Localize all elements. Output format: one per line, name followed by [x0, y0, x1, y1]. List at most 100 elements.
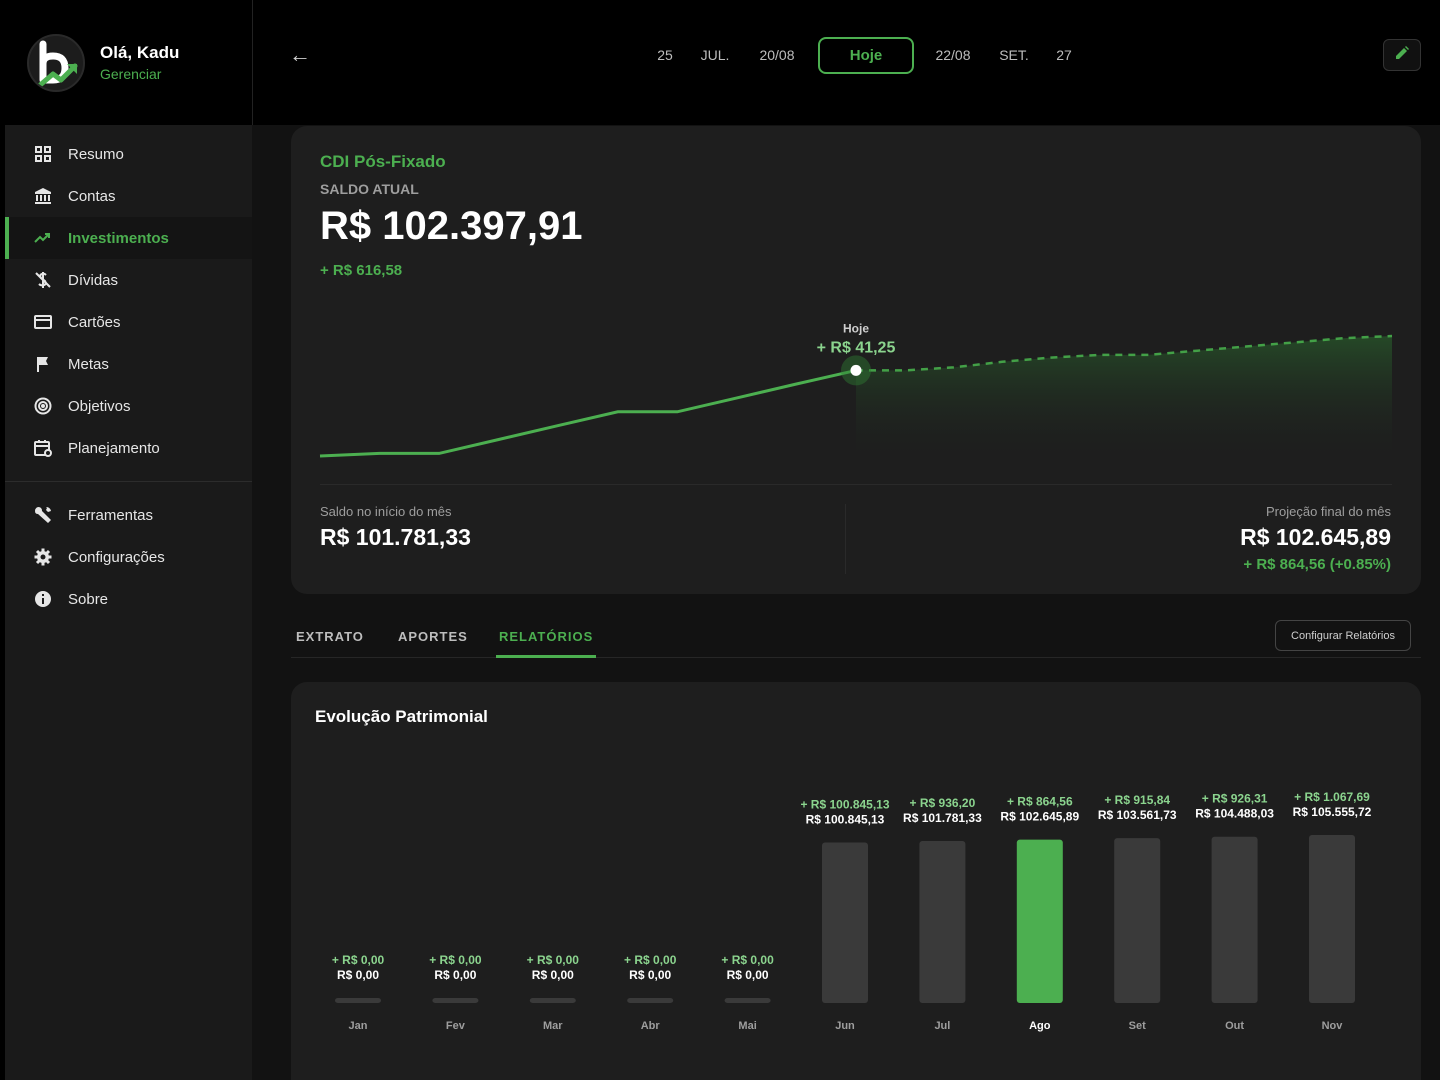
divider — [320, 484, 1392, 485]
trending-up-icon — [33, 228, 53, 248]
today-delta: + R$ 41,25 — [817, 339, 896, 356]
bar-ago — [1016, 839, 1063, 1003]
bar-mar — [529, 998, 576, 1003]
bar-delta-label: + R$ 0,00 — [624, 953, 677, 967]
sidebar-item-label: Cartões — [68, 313, 121, 331]
date-selector: 25 JUL. 20/08 Hoje 22/08 SET. 27 — [253, 37, 1440, 74]
bar-value-label: R$ 102.645,89 — [1000, 810, 1079, 824]
bar-value-label: R$ 0,00 — [434, 968, 476, 982]
date-item[interactable]: SET. — [999, 47, 1029, 63]
tab-extrato[interactable]: EXTRATO — [296, 629, 364, 644]
wrench-icon — [33, 505, 53, 525]
sidebar-item-planejamento[interactable]: Planejamento — [5, 427, 252, 469]
money-off-icon — [33, 270, 53, 290]
x-tick-label: Abr — [641, 1020, 661, 1032]
bar-value-label: R$ 104.488,03 — [1195, 807, 1274, 821]
x-tick-label: Ago — [1029, 1020, 1051, 1032]
sidebar-item-investimentos[interactable]: Investimentos — [5, 217, 252, 259]
sidebar-item-ferramentas[interactable]: Ferramentas — [5, 494, 252, 536]
bar-value-label: R$ 0,00 — [337, 968, 379, 982]
tab-aportes[interactable]: APORTES — [398, 629, 468, 644]
calendar-icon — [33, 438, 53, 458]
sidebar-item-label: Investimentos — [68, 229, 169, 247]
pencil-icon — [1395, 45, 1409, 65]
sidebar-item-dividas[interactable]: Dívidas — [5, 259, 252, 301]
sidebar-item-label: Ferramentas — [68, 506, 154, 524]
sidebar-item-objetivos[interactable]: Objetivos — [5, 385, 252, 427]
app-logo — [27, 33, 85, 92]
sidebar-item-label: Dívidas — [68, 271, 119, 289]
date-navigation-bar: ← 25 JUL. 20/08 Hoje 22/08 SET. 27 — [252, 0, 1440, 125]
bar-value-label: R$ 103.561,73 — [1098, 808, 1177, 822]
bank-icon — [33, 186, 53, 206]
profile-header[interactable]: Olá, Kadu Gerenciar — [5, 0, 252, 125]
date-item[interactable]: 20/08 — [759, 47, 795, 63]
nav-divider — [5, 481, 252, 482]
content-tabs: EXTRATO APORTES RELATÓRIOS Configurar Re… — [291, 618, 1421, 658]
target-icon — [33, 396, 53, 416]
tab-relatorios[interactable]: RELATÓRIOS — [496, 629, 597, 658]
bar-delta-label: + R$ 936,20 — [910, 796, 976, 810]
bar-delta-label: + R$ 0,00 — [527, 953, 580, 967]
grid-icon — [33, 144, 53, 164]
sidebar-item-resumo[interactable]: Resumo — [5, 133, 252, 175]
sidebar-item-metas[interactable]: Metas — [5, 343, 252, 385]
bar-set — [1114, 838, 1161, 1003]
sidebar-item-label: Resumo — [68, 145, 124, 163]
date-item[interactable]: 22/08 — [935, 47, 971, 63]
balance-delta: + R$ 616,58 — [320, 262, 403, 279]
bar-jul — [919, 841, 966, 1003]
projection-line — [856, 334, 1393, 372]
today-label: Hoje — [843, 321, 869, 335]
bar-value-label: R$ 105.555,72 — [1293, 805, 1372, 819]
sidebar-item-label: Objetivos — [68, 397, 131, 415]
date-today[interactable]: Hoje — [818, 37, 914, 74]
report-title: Evolução Patrimonial — [315, 707, 488, 726]
bar-jan — [335, 998, 381, 1003]
bar-delta-label: + R$ 864,56 — [1007, 795, 1073, 809]
bar-delta-label: + R$ 100.845,13 — [800, 797, 889, 811]
bar-value-label: R$ 101.781,33 — [903, 811, 982, 825]
asset-name: CDI Pós-Fixado — [320, 152, 446, 171]
projection-label: Projeção final do mês — [1265, 504, 1391, 519]
bar-nov — [1309, 835, 1355, 1003]
sidebar-item-cartoes[interactable]: Cartões — [5, 301, 252, 343]
sidebar-item-label: Configurações — [68, 548, 165, 566]
x-tick-label: Mar — [543, 1020, 563, 1032]
sidebar-item-contas[interactable]: Contas — [5, 175, 252, 217]
balance-value: R$ 102.397,91 — [320, 204, 583, 248]
bar-delta-label: + R$ 0,00 — [332, 953, 385, 967]
x-tick-label: Mai — [738, 1020, 756, 1032]
x-tick-label: Fev — [446, 1020, 466, 1032]
date-item[interactable]: JUL. — [700, 47, 730, 63]
info-icon — [33, 589, 53, 609]
bar-value-label: R$ 0,00 — [532, 968, 574, 982]
edit-button[interactable] — [1383, 39, 1421, 71]
date-item[interactable]: 27 — [1056, 47, 1072, 63]
back-arrow-icon[interactable]: ← — [289, 42, 311, 67]
bar-abr — [627, 998, 674, 1003]
x-tick-label: Set — [1129, 1020, 1146, 1032]
projection-area — [856, 336, 1392, 466]
x-tick-label: Jun — [835, 1020, 855, 1032]
start-balance-label: Saldo no início do mês — [320, 504, 452, 519]
sidebar-item-label: Planejamento — [68, 439, 160, 457]
bar-delta-label: + R$ 0,00 — [429, 953, 482, 967]
sidebar-item-label: Metas — [68, 355, 109, 373]
bar-mai — [724, 998, 771, 1003]
manage-link[interactable]: Gerenciar — [100, 66, 162, 82]
sidebar-item-configuracoes[interactable]: Configurações — [5, 536, 252, 578]
x-tick-label: Out — [1225, 1020, 1244, 1032]
date-item[interactable]: 25 — [657, 47, 673, 63]
bar-delta-label: + R$ 0,00 — [721, 953, 774, 967]
sidebar-item-sobre[interactable]: Sobre — [5, 578, 252, 620]
bar-delta-label: + R$ 1.067,69 — [1294, 790, 1370, 804]
x-tick-label: Nov — [1322, 1020, 1344, 1032]
sidebar-nav: Resumo Contas Investimentos Dívidas Cart… — [5, 133, 252, 620]
credit-card-icon — [33, 312, 53, 332]
configure-reports-button[interactable]: Configurar Relatórios — [1275, 620, 1411, 651]
x-tick-label: Jan — [349, 1020, 368, 1032]
sidebar-item-label: Sobre — [68, 590, 109, 608]
today-marker — [850, 364, 862, 376]
